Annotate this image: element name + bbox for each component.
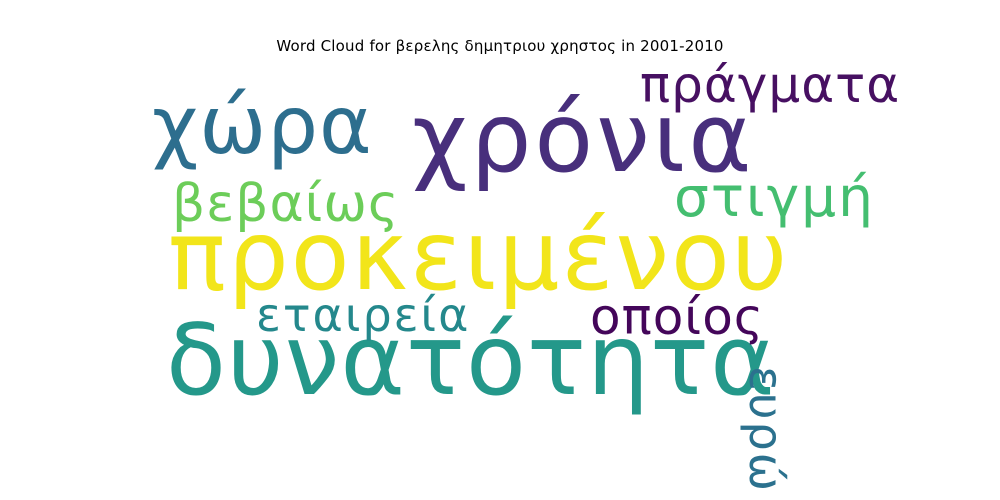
word-evrw: ευρώ xyxy=(739,366,793,494)
word-pragmata: πράγματα xyxy=(640,56,901,114)
word-vevaiws: βεβαίως xyxy=(172,174,400,234)
word-opoios: οποίος xyxy=(590,288,765,346)
word-dynatotita: δυνατότητα xyxy=(166,304,776,418)
word-cloud: προκειμένου δυνατότητα χρόνια χώρα πράγμ… xyxy=(152,60,899,493)
word-xronia: χρόνια xyxy=(412,82,755,194)
word-etaireia: εταιρεία xyxy=(256,288,471,342)
word-prokeimenou: προκειμένου xyxy=(168,200,790,312)
chart-title: Word Cloud for βερελης δημητριου χρηστος… xyxy=(276,37,724,55)
word-xwra: χώρα xyxy=(152,79,373,172)
word-stigmi: στιγμή xyxy=(674,165,875,229)
